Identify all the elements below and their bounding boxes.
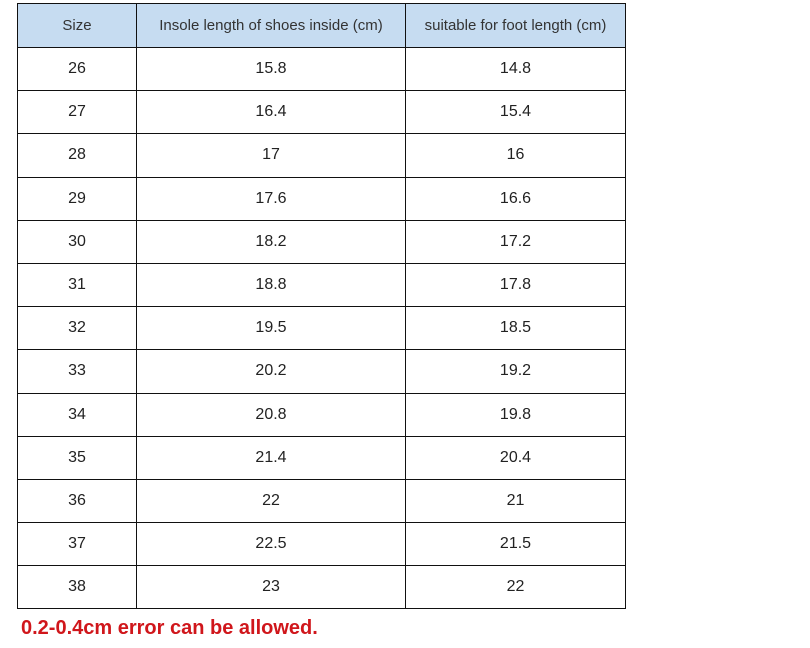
header-size: Size bbox=[17, 3, 137, 48]
size-cell: 28 bbox=[17, 133, 137, 178]
header-row: Size Insole length of shoes inside (cm) … bbox=[17, 3, 626, 48]
insole-length-cell: 22.5 bbox=[136, 522, 406, 567]
insole-length-cell: 20.2 bbox=[136, 349, 406, 394]
table-row: 28 17 16 bbox=[17, 133, 626, 178]
foot-length-cell: 16.6 bbox=[405, 176, 626, 221]
error-note: 0.2-0.4cm error can be allowed. bbox=[21, 617, 318, 639]
foot-length-cell: 14.8 bbox=[405, 46, 626, 92]
size-cell: 32 bbox=[17, 306, 137, 351]
size-cell: 34 bbox=[17, 392, 137, 437]
insole-length-cell: 22 bbox=[136, 478, 406, 524]
table-row: 37 22.5 21.5 bbox=[17, 522, 626, 567]
table-row: 29 17.6 16.6 bbox=[17, 176, 626, 221]
size-cell: 37 bbox=[17, 522, 137, 567]
foot-length-cell: 22 bbox=[405, 565, 626, 610]
header-foot-length: suitable for foot length (cm) bbox=[405, 3, 626, 48]
insole-length-cell: 19.5 bbox=[136, 306, 406, 351]
foot-length-cell: 17.2 bbox=[405, 219, 626, 264]
size-cell: 36 bbox=[17, 478, 137, 524]
insole-length-cell: 17 bbox=[136, 133, 406, 178]
table-row: 36 22 21 bbox=[17, 478, 626, 524]
table-row: 32 19.5 18.5 bbox=[17, 306, 626, 351]
table-row: 33 20.2 19.2 bbox=[17, 349, 626, 394]
foot-length-cell: 15.4 bbox=[405, 90, 626, 135]
insole-length-cell: 17.6 bbox=[136, 176, 406, 221]
size-cell: 26 bbox=[17, 46, 137, 92]
insole-length-cell: 16.4 bbox=[136, 90, 406, 135]
size-cell: 33 bbox=[17, 349, 137, 394]
table-row: 26 15.8 14.8 bbox=[17, 46, 626, 92]
insole-length-cell: 20.8 bbox=[136, 392, 406, 437]
foot-length-cell: 21 bbox=[405, 478, 626, 524]
table-row: 30 18.2 17.2 bbox=[17, 219, 626, 264]
size-cell: 35 bbox=[17, 435, 137, 480]
foot-length-cell: 17.8 bbox=[405, 262, 626, 308]
header-insole-length: Insole length of shoes inside (cm) bbox=[136, 3, 406, 48]
insole-length-cell: 21.4 bbox=[136, 435, 406, 480]
foot-length-cell: 18.5 bbox=[405, 306, 626, 351]
foot-length-cell: 19.2 bbox=[405, 349, 626, 394]
foot-length-cell: 19.8 bbox=[405, 392, 626, 437]
size-cell: 27 bbox=[17, 90, 137, 135]
size-chart-table: Size Insole length of shoes inside (cm) … bbox=[17, 3, 626, 610]
insole-length-cell: 18.8 bbox=[136, 262, 406, 308]
foot-length-cell: 20.4 bbox=[405, 435, 626, 480]
table-row: 34 20.8 19.8 bbox=[17, 392, 626, 437]
table-row: 38 23 22 bbox=[17, 565, 626, 610]
insole-length-cell: 18.2 bbox=[136, 219, 406, 264]
insole-length-cell: 23 bbox=[136, 565, 406, 610]
size-cell: 30 bbox=[17, 219, 137, 264]
insole-length-cell: 15.8 bbox=[136, 46, 406, 92]
size-cell: 38 bbox=[17, 565, 137, 610]
table-row: 31 18.8 17.8 bbox=[17, 262, 626, 308]
foot-length-cell: 21.5 bbox=[405, 522, 626, 567]
table-row: 27 16.4 15.4 bbox=[17, 90, 626, 135]
size-cell: 31 bbox=[17, 262, 137, 308]
foot-length-cell: 16 bbox=[405, 133, 626, 178]
size-cell: 29 bbox=[17, 176, 137, 221]
table-row: 35 21.4 20.4 bbox=[17, 435, 626, 480]
